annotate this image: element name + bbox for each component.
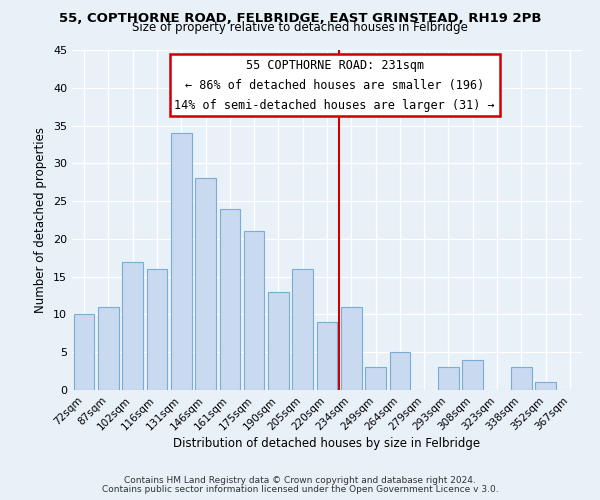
Bar <box>122 262 143 390</box>
Bar <box>220 208 240 390</box>
Bar <box>511 368 532 390</box>
Bar <box>171 133 191 390</box>
Bar <box>389 352 410 390</box>
Bar <box>341 307 362 390</box>
Text: Contains public sector information licensed under the Open Government Licence v : Contains public sector information licen… <box>101 485 499 494</box>
Text: Size of property relative to detached houses in Felbridge: Size of property relative to detached ho… <box>132 22 468 35</box>
Bar <box>535 382 556 390</box>
X-axis label: Distribution of detached houses by size in Felbridge: Distribution of detached houses by size … <box>173 438 481 450</box>
Bar <box>146 269 167 390</box>
Y-axis label: Number of detached properties: Number of detached properties <box>34 127 47 313</box>
Text: Contains HM Land Registry data © Crown copyright and database right 2024.: Contains HM Land Registry data © Crown c… <box>124 476 476 485</box>
Bar <box>244 232 265 390</box>
Bar <box>317 322 337 390</box>
Bar <box>292 269 313 390</box>
Bar <box>74 314 94 390</box>
Bar <box>98 307 119 390</box>
Text: 55, COPTHORNE ROAD, FELBRIDGE, EAST GRINSTEAD, RH19 2PB: 55, COPTHORNE ROAD, FELBRIDGE, EAST GRIN… <box>59 12 541 24</box>
Bar <box>195 178 216 390</box>
Bar <box>438 368 459 390</box>
Bar <box>268 292 289 390</box>
Text: 55 COPTHORNE ROAD: 231sqm
← 86% of detached houses are smaller (196)
14% of semi: 55 COPTHORNE ROAD: 231sqm ← 86% of detac… <box>175 58 495 112</box>
Bar <box>463 360 483 390</box>
Bar <box>365 368 386 390</box>
